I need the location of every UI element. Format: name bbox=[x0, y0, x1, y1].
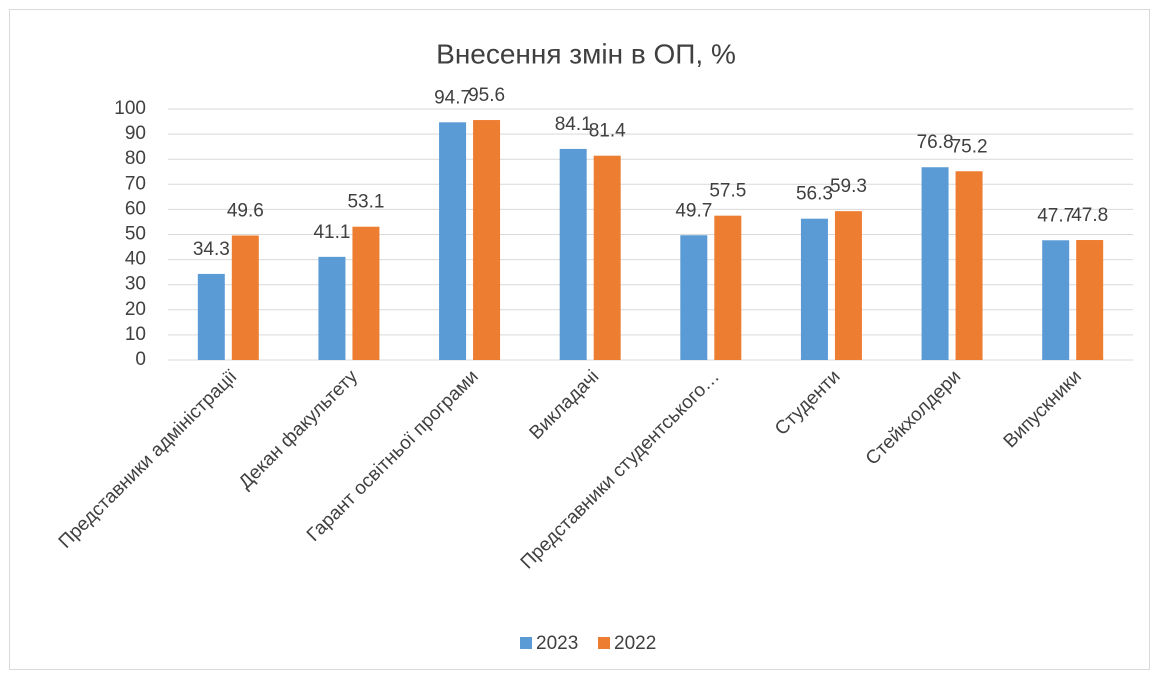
data-label: 95.6 bbox=[468, 85, 505, 106]
y-tick-label: 50 bbox=[125, 224, 146, 245]
bar bbox=[1042, 240, 1070, 360]
bar bbox=[800, 218, 828, 360]
bar bbox=[231, 235, 259, 360]
bar bbox=[680, 235, 708, 360]
legend-swatch bbox=[520, 637, 532, 649]
data-label: 94.7 bbox=[434, 87, 471, 108]
legend-label: 2023 bbox=[536, 633, 578, 654]
data-label: 41.1 bbox=[313, 222, 350, 243]
bar bbox=[197, 273, 225, 360]
data-label: 49.7 bbox=[675, 200, 712, 221]
bar bbox=[439, 122, 467, 360]
y-tick-label: 80 bbox=[125, 148, 146, 169]
chart-title: Внесення змін в ОП, % bbox=[436, 38, 736, 69]
bar bbox=[473, 120, 501, 360]
data-label: 49.6 bbox=[227, 201, 264, 222]
data-label: 34.3 bbox=[193, 239, 230, 260]
data-label: 53.1 bbox=[347, 192, 384, 213]
bar bbox=[1076, 240, 1104, 360]
y-tick-label: 30 bbox=[125, 274, 146, 295]
y-tick-label: 40 bbox=[125, 249, 146, 270]
data-label: 75.2 bbox=[951, 136, 988, 157]
bar bbox=[834, 211, 862, 360]
y-tick-label: 60 bbox=[125, 198, 146, 219]
bar bbox=[955, 171, 983, 360]
data-label: 56.3 bbox=[796, 184, 833, 205]
y-tick-label: 70 bbox=[125, 173, 146, 194]
y-tick-label: 100 bbox=[114, 98, 146, 119]
bar bbox=[318, 256, 346, 360]
data-label: 47.8 bbox=[1071, 205, 1108, 226]
bar bbox=[921, 167, 949, 360]
data-label: 59.3 bbox=[830, 176, 867, 197]
legend-label: 2022 bbox=[614, 633, 656, 654]
bar bbox=[559, 148, 587, 360]
bar bbox=[352, 226, 380, 360]
legend-swatch bbox=[598, 637, 610, 649]
data-label: 47.7 bbox=[1037, 205, 1074, 226]
data-label: 57.5 bbox=[709, 181, 746, 202]
y-tick-label: 90 bbox=[125, 123, 146, 144]
bar bbox=[593, 155, 621, 360]
bar bbox=[714, 215, 742, 360]
data-label: 81.4 bbox=[589, 121, 626, 142]
y-tick-label: 10 bbox=[125, 324, 146, 345]
data-label: 84.1 bbox=[555, 114, 592, 135]
y-tick-label: 0 bbox=[135, 349, 146, 370]
data-label: 76.8 bbox=[917, 132, 954, 153]
y-tick-label: 20 bbox=[125, 299, 146, 320]
